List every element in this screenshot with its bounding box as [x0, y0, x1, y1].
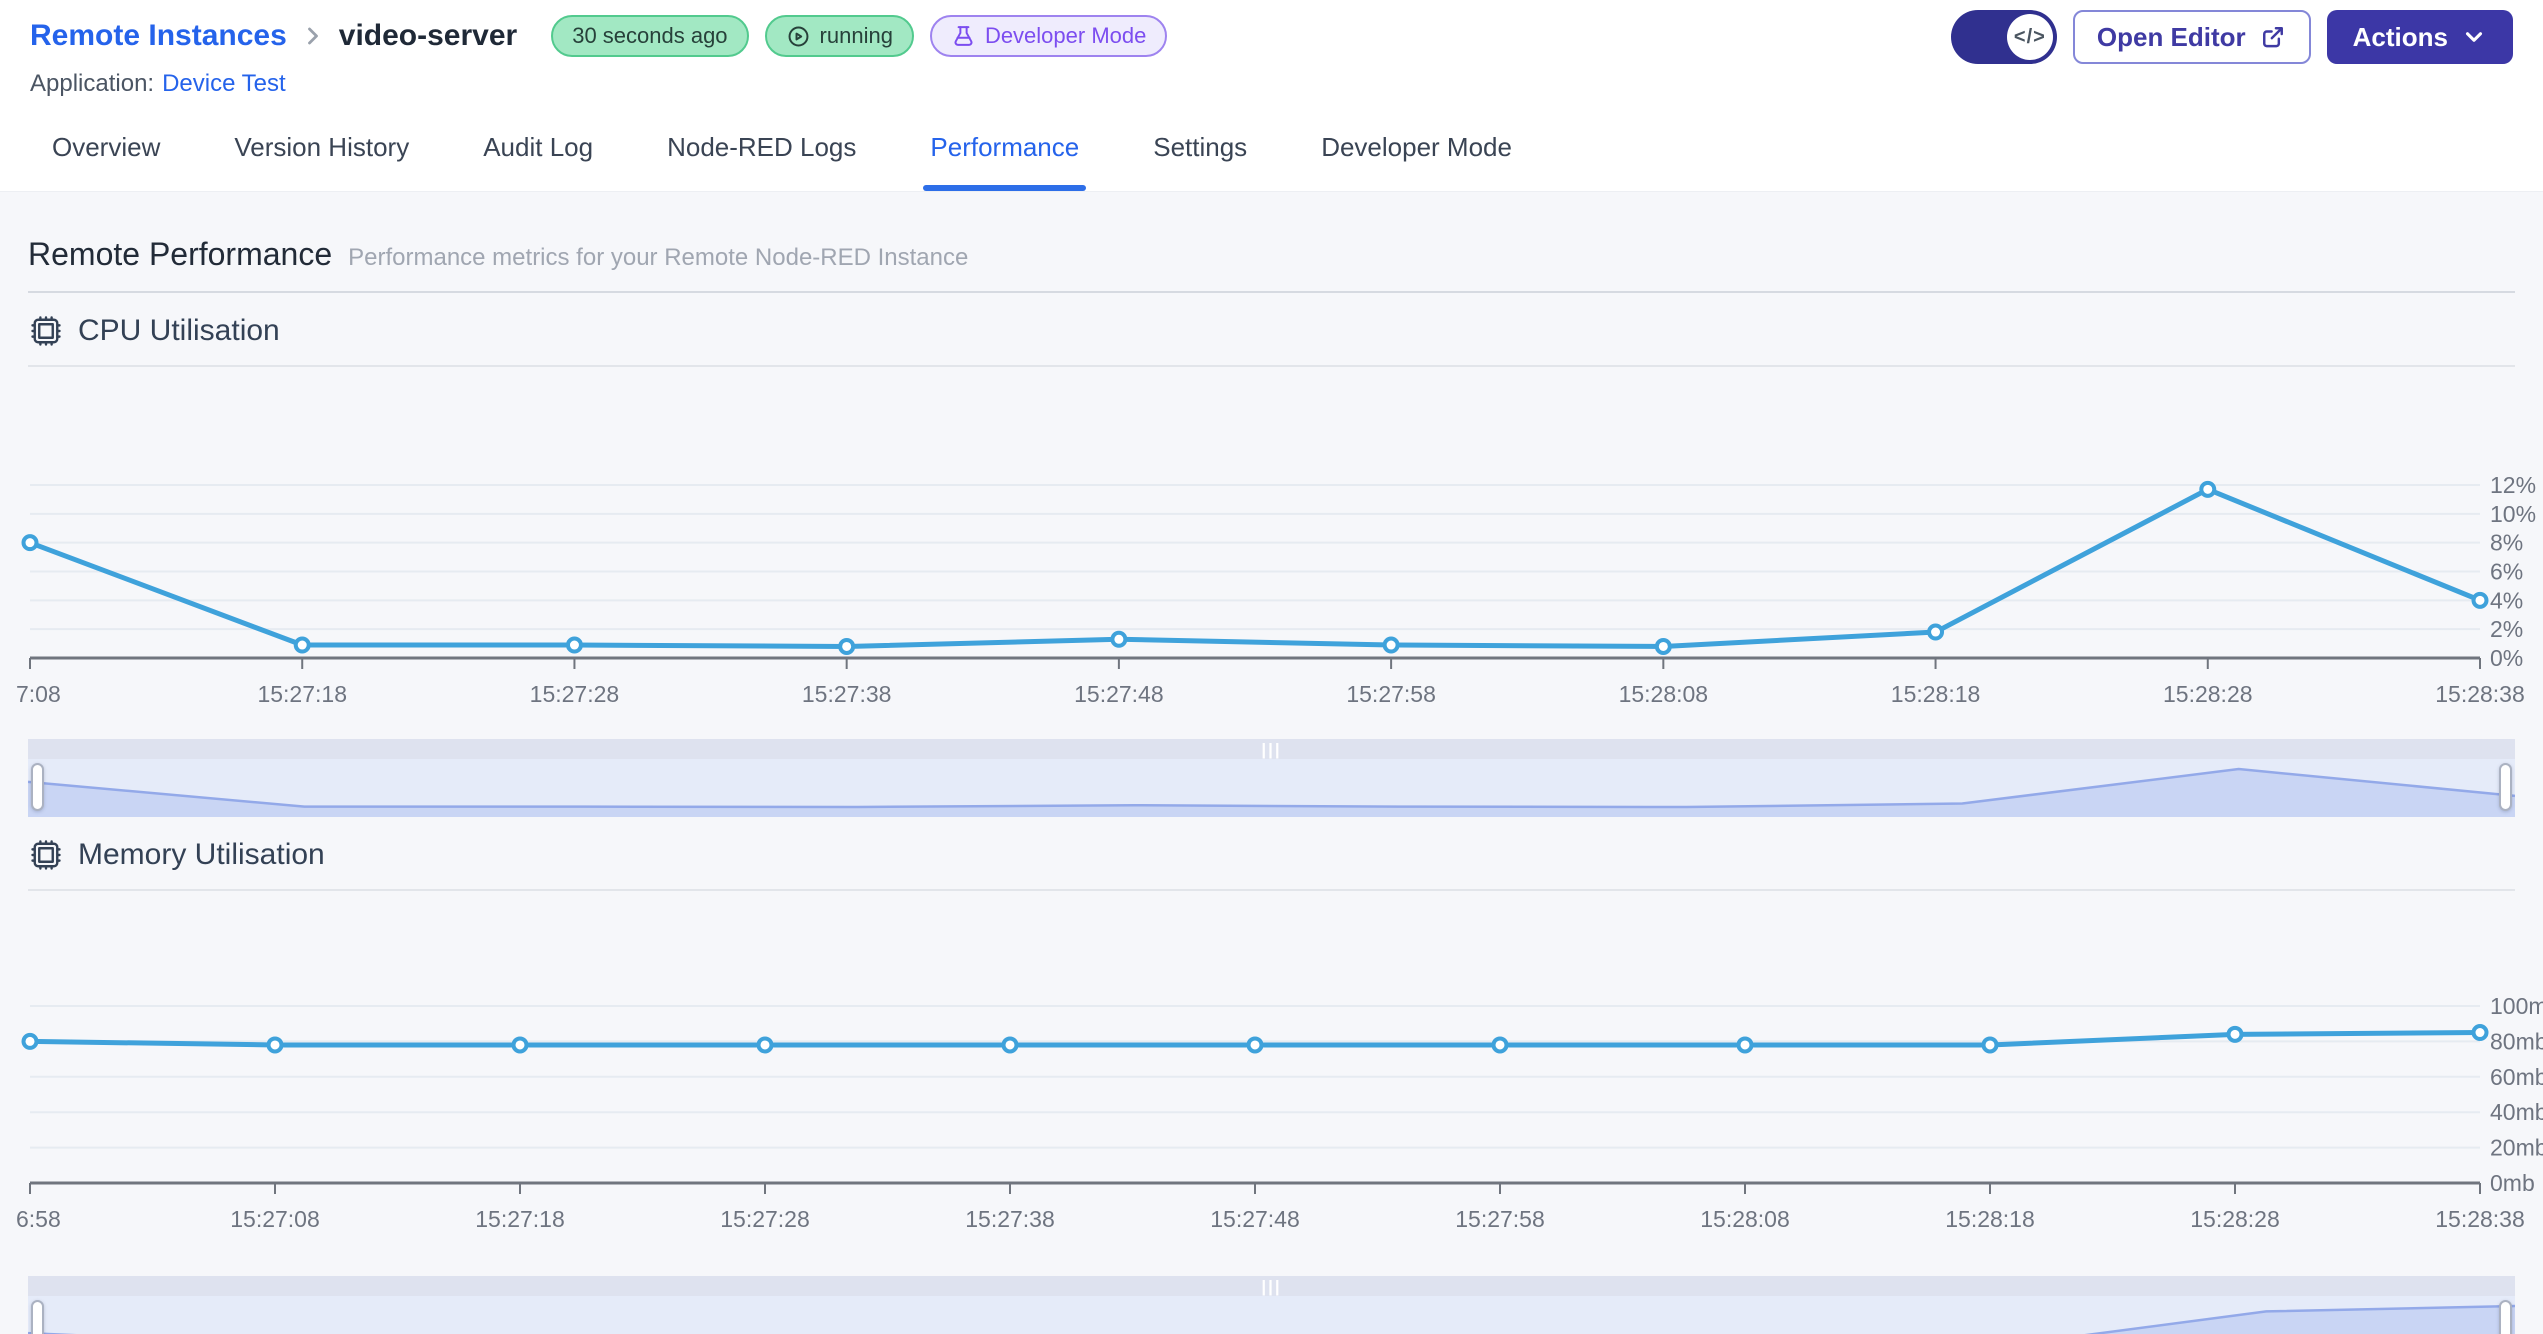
application-row: Application: Device Test — [30, 70, 2543, 98]
svg-text:40mb: 40mb — [2490, 1099, 2543, 1125]
drag-handle-icon[interactable]: ||| — [1261, 739, 1282, 759]
tab-node-red-logs[interactable]: Node-RED Logs — [667, 132, 857, 162]
running-status-badge: running — [764, 15, 914, 57]
svg-text:15:28:08: 15:28:08 — [1700, 1206, 1790, 1232]
svg-text:80mb: 80mb — [2490, 1028, 2543, 1054]
tab-audit-log[interactable]: Audit Log — [483, 132, 594, 162]
cpu-brush-area[interactable] — [28, 759, 2515, 817]
open-editor-button[interactable]: Open Editor — [2072, 10, 2311, 64]
page-title: Remote Performance — [28, 236, 333, 272]
tab-overview[interactable]: Overview — [52, 132, 161, 162]
svg-text:15:28:18: 15:28:18 — [1945, 1206, 2035, 1232]
memory-section-title: Memory Utilisation — [78, 838, 325, 871]
svg-text:20mb: 20mb — [2490, 1135, 2543, 1161]
memory-range-selector: ||| — [28, 1276, 2515, 1334]
last-seen-badge: 30 seconds ago — [551, 15, 749, 57]
svg-text:15:27:48: 15:27:48 — [1074, 681, 1164, 707]
cpu-brush-right-handle[interactable] — [2499, 763, 2512, 811]
svg-text:15:27:38: 15:27:38 — [802, 681, 892, 707]
svg-text:2%: 2% — [2490, 616, 2523, 642]
svg-text:15:27:18: 15:27:18 — [257, 681, 347, 707]
cpu-brush-left-handle[interactable] — [31, 763, 44, 811]
tab-performance[interactable]: Performance — [923, 132, 1087, 191]
tab-settings[interactable]: Settings — [1153, 132, 1248, 162]
cpu-brush-bar[interactable]: ||| — [28, 739, 2515, 759]
memory-brush-minichart — [28, 1304, 2515, 1334]
cpu-utilisation-chart: 0% 2% 4%6% 8% 10% 12% 7:08 15:27:18 15:27:28 15:2… — [16, 472, 2536, 707]
chevron-down-icon — [2465, 32, 2483, 42]
svg-text:15:28:28: 15:28:28 — [2163, 681, 2253, 707]
svg-text:12%: 12% — [2490, 472, 2536, 498]
svg-text:4%: 4% — [2490, 587, 2523, 613]
svg-text:15:28:38: 15:28:38 — [2435, 1206, 2525, 1232]
memory-utilisation-chart: 0mb 20mb 40mb 60mb 80mb 100mb 6:58 15:27:08 15:2… — [16, 993, 2543, 1232]
svg-text:0%: 0% — [2490, 645, 2523, 671]
cpu-section-header: CPU Utilisation — [28, 313, 2515, 349]
performance-panel: Remote Performance Performance metrics f… — [0, 191, 2543, 1334]
svg-text:6%: 6% — [2490, 559, 2523, 585]
svg-text:15:27:58: 15:27:58 — [1346, 681, 1436, 707]
chevron-right-icon — [299, 22, 327, 50]
open-editor-label: Open Editor — [2096, 21, 2246, 52]
svg-text:15:28:08: 15:28:08 — [1619, 681, 1709, 707]
svg-text:100mb: 100mb — [2490, 993, 2543, 1019]
divider — [28, 291, 2515, 293]
svg-text:15:28:18: 15:28:18 — [1891, 681, 1981, 707]
memory-brush-area[interactable] — [28, 1296, 2515, 1334]
last-seen-text: 30 seconds ago — [572, 23, 728, 48]
application-link[interactable]: Device Test — [162, 70, 286, 97]
play-circle-icon — [788, 26, 808, 46]
tab-bar: Overview Version History Audit Log Node-… — [0, 132, 2543, 191]
application-label: Application: — [30, 70, 155, 97]
actions-label: Actions — [2352, 21, 2448, 52]
page-subtitle: Performance metrics for your Remote Node… — [348, 244, 969, 271]
code-icon[interactable]: </> — [2006, 14, 2053, 60]
memory-brush-bar[interactable]: ||| — [28, 1276, 2515, 1296]
developer-mode-text: Developer Mode — [984, 23, 1147, 48]
cpu-section-title: CPU Utilisation — [78, 314, 280, 347]
svg-text:0mb: 0mb — [2490, 1170, 2535, 1196]
cpu-chip-icon — [31, 316, 61, 346]
header-controls: </> Open Editor Actions — [1950, 10, 2513, 64]
svg-text:15:28:38: 15:28:38 — [2435, 681, 2525, 707]
divider — [28, 365, 2515, 367]
svg-text:60mb: 60mb — [2490, 1064, 2543, 1090]
svg-text:15:27:18: 15:27:18 — [475, 1206, 565, 1232]
svg-text:15:27:28: 15:27:28 — [720, 1206, 810, 1232]
beaker-icon — [954, 25, 973, 46]
svg-text:15:27:08: 15:27:08 — [230, 1206, 320, 1232]
breadcrumb: Remote Instances video-server 30 seconds… — [0, 0, 2543, 58]
svg-text:6:58: 6:58 — [16, 1206, 61, 1232]
running-status-text: running — [819, 23, 893, 48]
svg-text:8%: 8% — [2490, 530, 2523, 556]
svg-text:15:27:48: 15:27:48 — [1210, 1206, 1300, 1232]
svg-text:15:28:28: 15:28:28 — [2190, 1206, 2280, 1232]
memory-brush-left-handle[interactable] — [31, 1300, 44, 1334]
svg-text:7:08: 7:08 — [16, 681, 61, 707]
memory-chip-icon — [31, 840, 61, 870]
instance-name: video-server — [338, 19, 518, 52]
memory-section-header: Memory Utilisation — [28, 837, 2515, 873]
svg-text:15:27:28: 15:27:28 — [530, 681, 620, 707]
divider — [28, 889, 2515, 891]
svg-text:15:27:58: 15:27:58 — [1455, 1206, 1545, 1232]
cpu-range-selector: ||| — [28, 739, 2515, 817]
status-badges: 30 seconds ago running Developer Mode — [551, 15, 1168, 57]
svg-text:15:27:38: 15:27:38 — [965, 1206, 1055, 1232]
developer-mode-badge: Developer Mode — [929, 15, 1168, 57]
svg-text:10%: 10% — [2490, 501, 2536, 527]
tab-developer-mode[interactable]: Developer Mode — [1321, 132, 1512, 162]
developer-mode-toggle[interactable]: </> — [1950, 10, 2057, 64]
cpu-brush-minichart — [28, 767, 2515, 817]
drag-handle-icon[interactable]: ||| — [1261, 1276, 1282, 1296]
section-header: Remote Performance Performance metrics f… — [28, 192, 2515, 273]
memory-brush-right-handle[interactable] — [2499, 1300, 2512, 1334]
breadcrumb-parent-link[interactable]: Remote Instances — [30, 19, 287, 52]
external-link-icon — [2262, 27, 2283, 48]
tab-version-history[interactable]: Version History — [234, 132, 410, 162]
page-header: Remote Instances video-server 30 seconds… — [0, 0, 2543, 191]
actions-button[interactable]: Actions — [2326, 10, 2513, 64]
